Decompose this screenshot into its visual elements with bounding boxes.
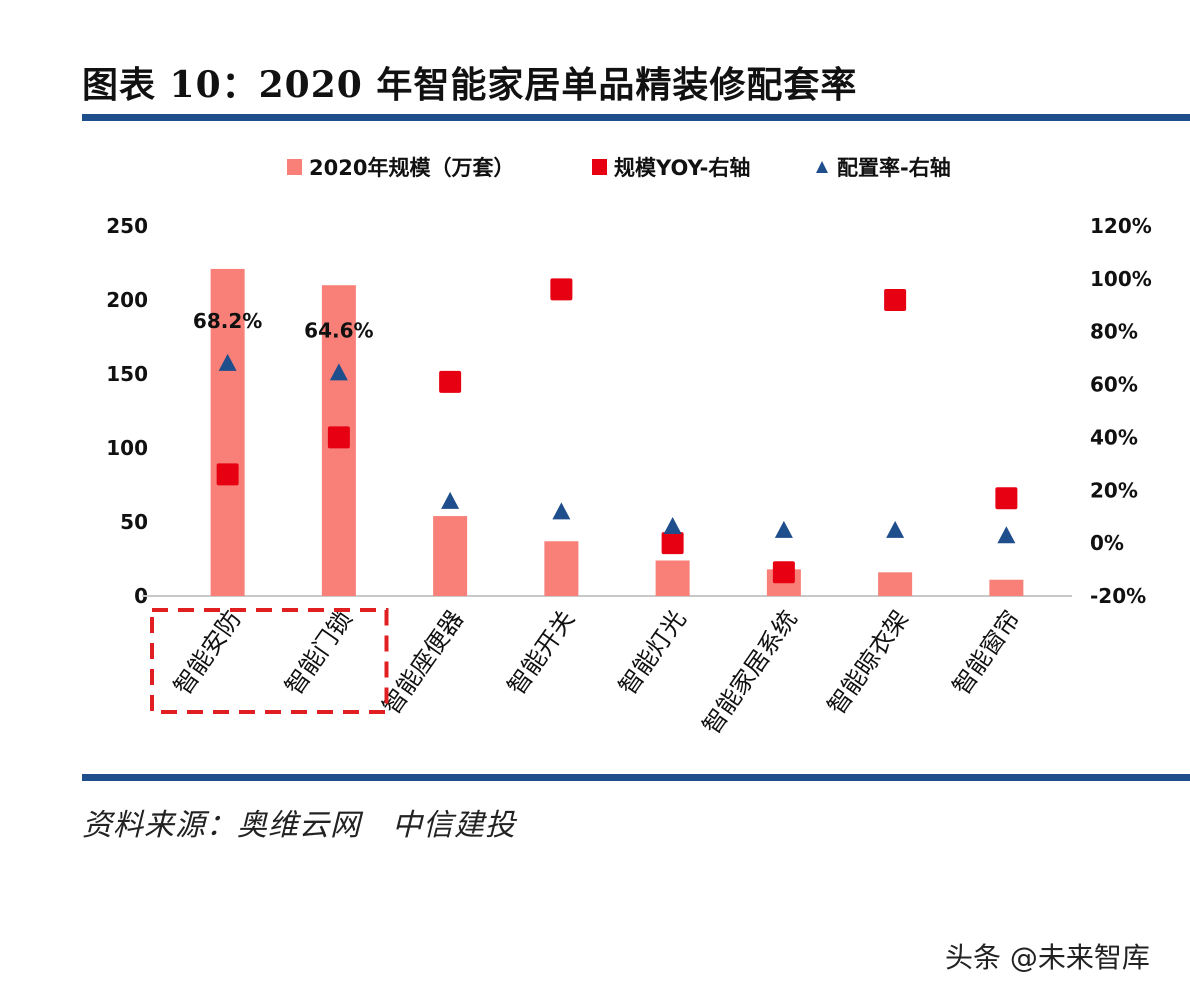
yoy-point	[216, 463, 239, 486]
data-labels: 68.2% 64.6%	[193, 309, 374, 343]
chart-title: 图表 10：2020 年智能家居单品精装修配套率	[82, 64, 858, 106]
watermark: 头条 @未来智库	[945, 941, 1150, 974]
legend-bar-swatch	[287, 159, 302, 175]
yoy-point	[550, 278, 573, 301]
category-label: 智能晾衣架	[822, 605, 914, 719]
rate-point	[886, 520, 905, 538]
legend-label: 规模YOY-右轴	[614, 156, 750, 180]
yoy-point	[772, 561, 795, 584]
right-tick-label: 100%	[1090, 267, 1152, 291]
left-tick-label: 50	[120, 510, 148, 534]
right-tick-label: 80%	[1090, 320, 1138, 344]
yoy-point	[327, 426, 350, 449]
right-tick-label: 60%	[1090, 373, 1138, 397]
right-tick-label: 20%	[1090, 478, 1138, 502]
yoy-point	[995, 487, 1018, 510]
bar	[878, 572, 913, 596]
category-label: 智能窗帘	[947, 605, 1025, 700]
rate-point	[218, 353, 237, 371]
data-label: 68.2%	[193, 309, 262, 333]
right-tick-label: -20%	[1090, 584, 1146, 608]
right-axis: -20% 0% 20% 40% 60% 80% 100% 120%	[1090, 214, 1152, 608]
legend-square-swatch	[592, 159, 607, 175]
yoy-point	[884, 289, 907, 311]
category-label: 智能安防	[169, 605, 247, 700]
bar	[655, 560, 690, 596]
category-label: 智能座便器	[377, 605, 469, 719]
left-axis: 0 50 100 150 200 250	[106, 214, 148, 608]
rate-point	[774, 520, 793, 538]
left-tick-label: 100	[106, 436, 148, 460]
yoy-point	[661, 532, 684, 555]
bar	[544, 541, 579, 596]
category-label: 智能灯光	[614, 605, 692, 700]
rate-point	[552, 502, 571, 520]
rate-point	[329, 363, 348, 381]
right-tick-label: 40%	[1090, 425, 1138, 449]
left-tick-label: 250	[106, 214, 148, 238]
yoy-point	[439, 370, 462, 393]
top-divider	[82, 114, 1190, 121]
right-tick-label: 120%	[1090, 214, 1152, 238]
bar	[989, 579, 1024, 596]
rate-series	[218, 353, 1016, 544]
data-label: 64.6%	[304, 318, 373, 342]
rate-point	[663, 516, 682, 534]
rate-point	[997, 526, 1016, 544]
source-note: 资料来源：奥维云网 中信建投	[82, 808, 516, 843]
legend-label: 2020年规模（万套）	[309, 156, 514, 180]
rate-point	[441, 491, 460, 509]
category-label: 智能门锁	[280, 605, 358, 700]
left-tick-label: 0	[134, 584, 148, 608]
category-label: 智能家居系统	[697, 605, 803, 739]
legend-triangle-swatch	[816, 161, 828, 173]
bottom-divider	[82, 774, 1190, 781]
legend: 2020年规模（万套） 规模YOY-右轴 配置率-右轴	[287, 156, 951, 180]
yoy-series	[216, 278, 1018, 584]
left-tick-label: 200	[106, 288, 148, 312]
bar	[433, 516, 468, 596]
legend-label: 配置率-右轴	[837, 156, 951, 180]
category-labels: 智能安防 智能门锁 智能座便器 智能开关 智能灯光 智能家居系统 智能晾衣架 智能窗帘	[169, 605, 1026, 739]
highlight-box	[150, 608, 389, 714]
bar-series	[210, 268, 1024, 596]
left-tick-label: 150	[106, 362, 148, 386]
category-label: 智能开关	[502, 605, 580, 700]
bar	[210, 268, 245, 596]
right-tick-label: 0%	[1090, 531, 1124, 555]
